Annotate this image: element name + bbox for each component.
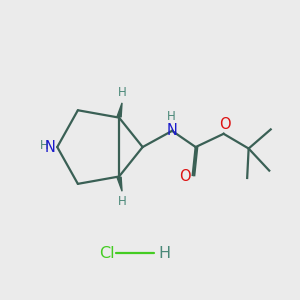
Polygon shape — [117, 177, 122, 191]
Text: O: O — [178, 169, 190, 184]
Text: H: H — [40, 139, 49, 152]
Text: H: H — [118, 195, 126, 208]
Text: Cl: Cl — [99, 246, 115, 261]
Text: H: H — [118, 86, 126, 99]
Text: H: H — [167, 110, 176, 123]
Polygon shape — [117, 103, 122, 117]
Text: N: N — [167, 123, 178, 138]
Text: N: N — [45, 140, 56, 154]
Text: O: O — [219, 117, 230, 132]
Text: H: H — [159, 246, 171, 261]
